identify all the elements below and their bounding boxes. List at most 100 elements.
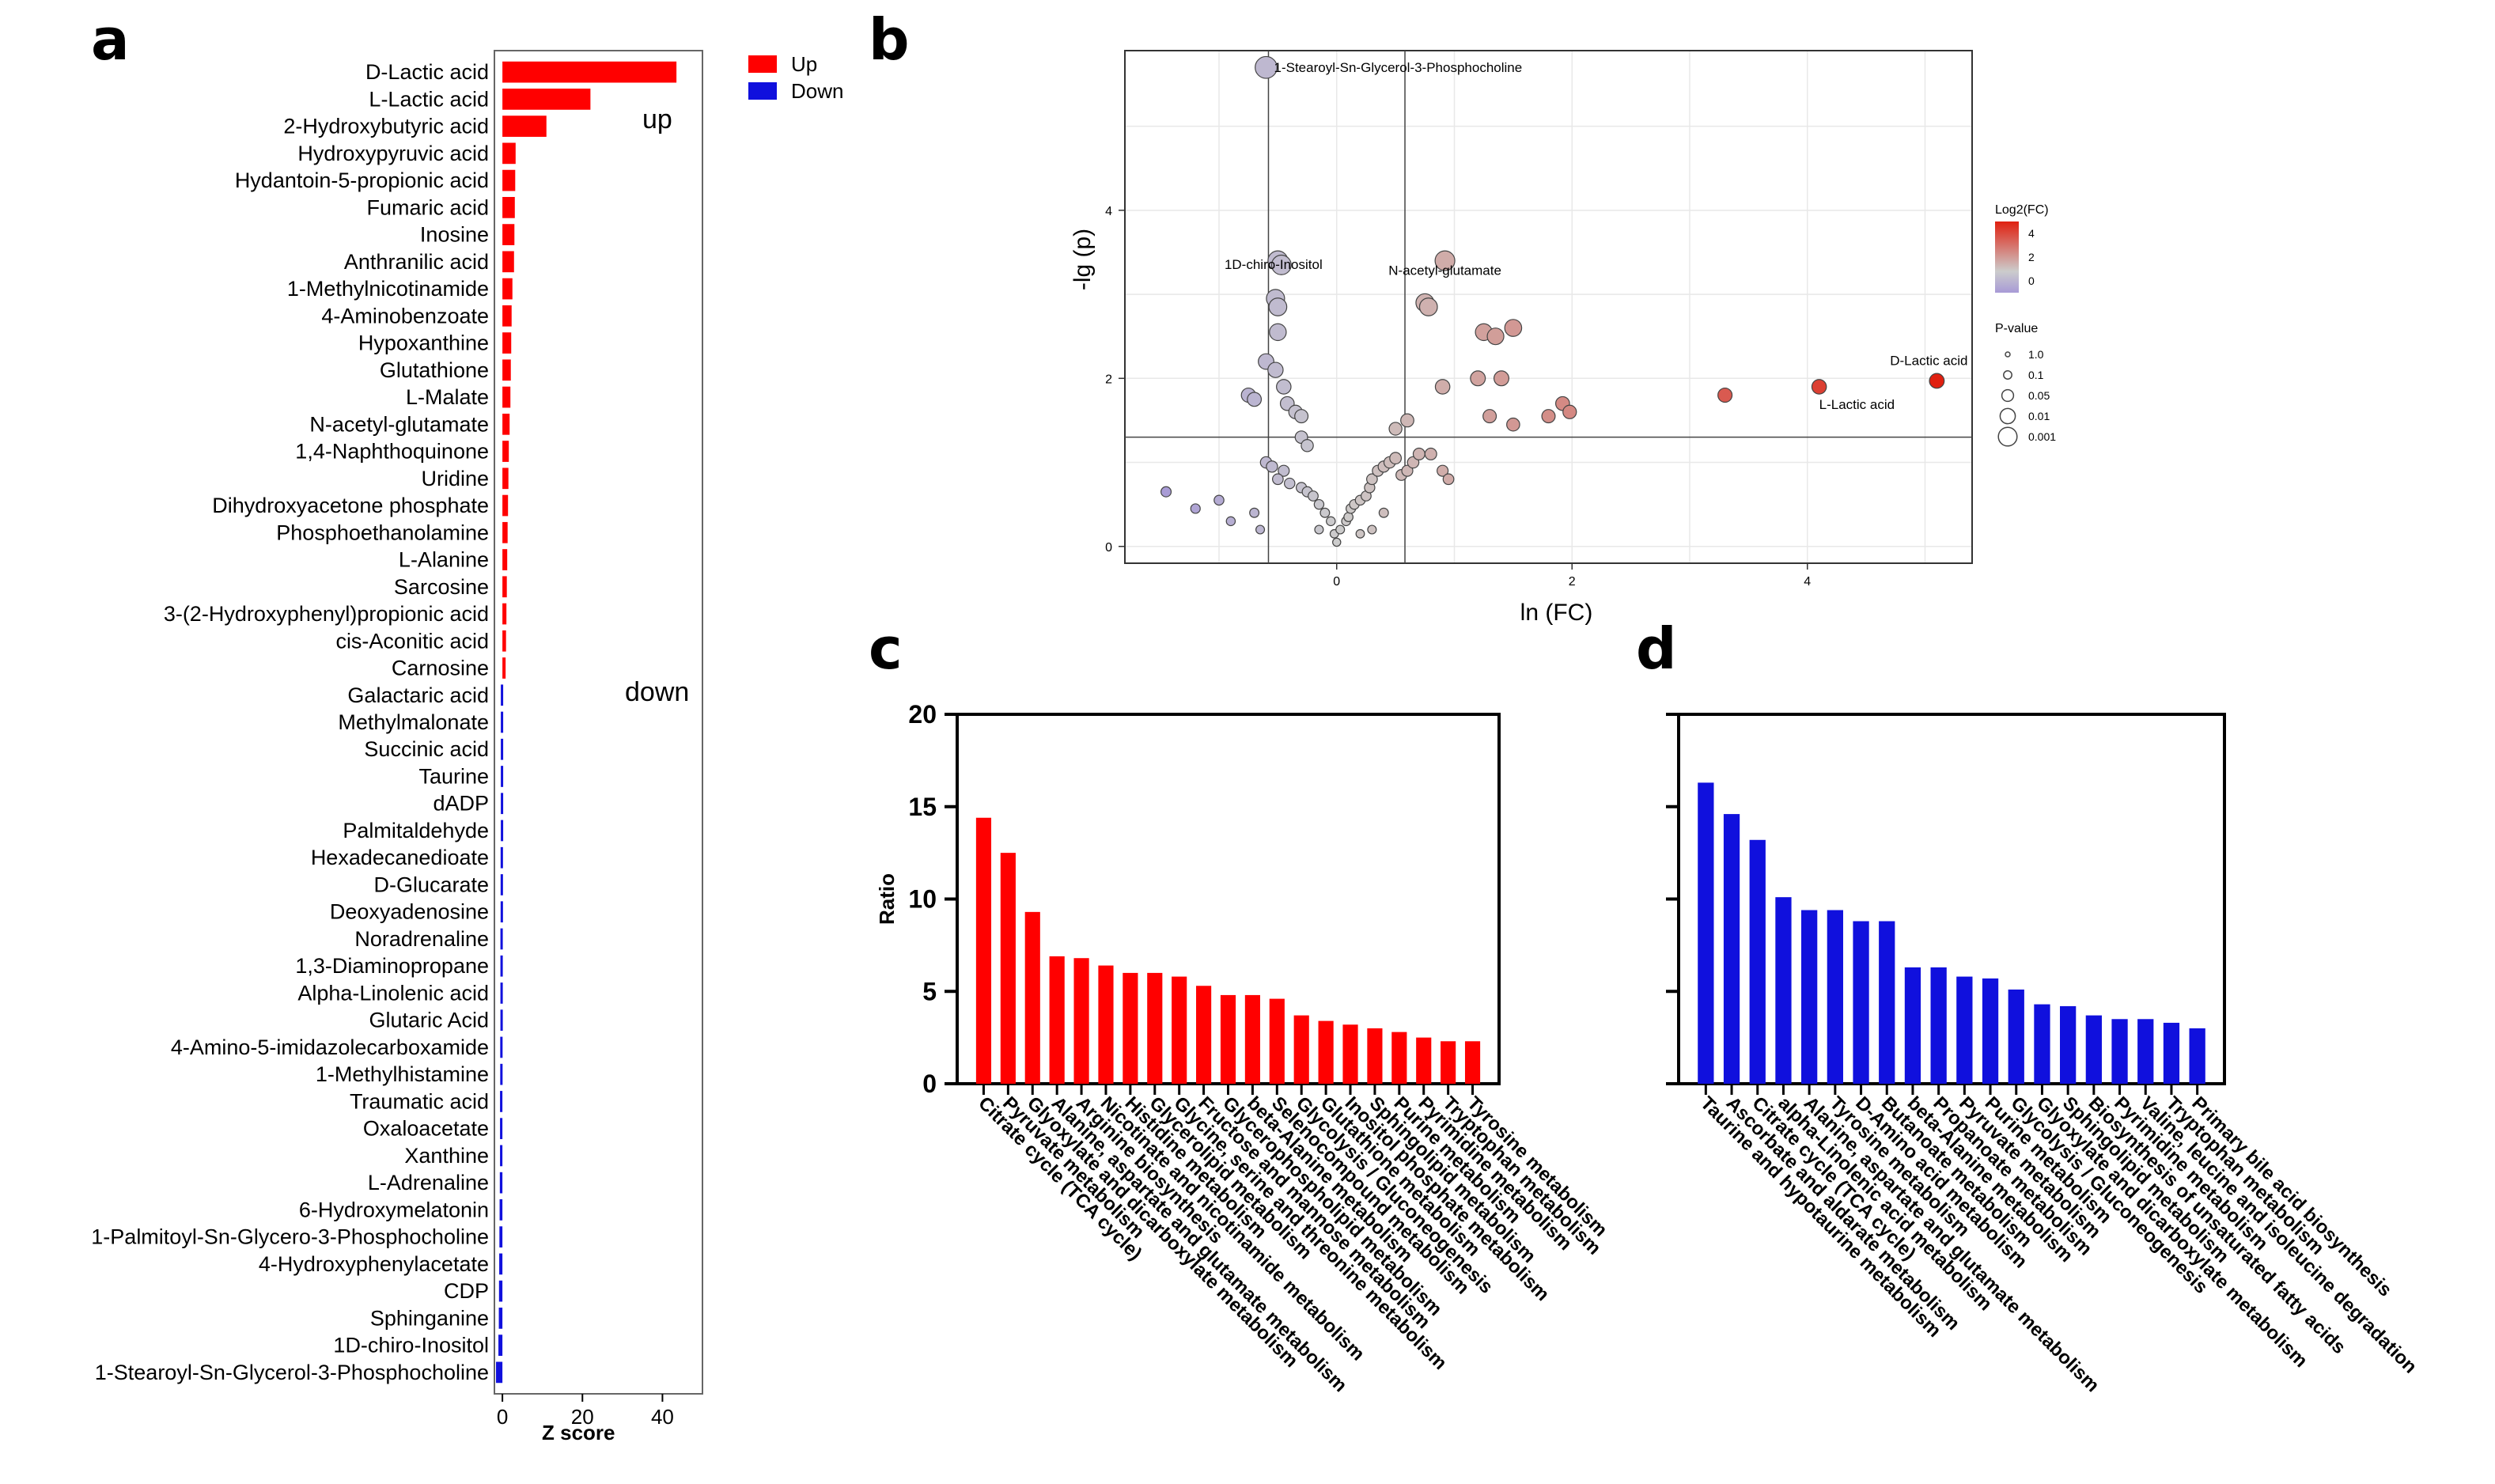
category-label: Alpha-Linolenic acid: [297, 981, 489, 1005]
data-point: [1294, 409, 1309, 424]
bar: [2163, 1022, 2180, 1084]
x-tick-label: 4: [1804, 575, 1811, 589]
category-label: Xanthine: [404, 1144, 489, 1168]
bar: [499, 1172, 503, 1194]
bar: [502, 224, 515, 245]
bar: [502, 494, 509, 517]
data-point: [1160, 486, 1172, 498]
bar: [502, 441, 509, 462]
y-tick-label: 5: [922, 977, 937, 1005]
category-label: Sphinganine: [370, 1306, 489, 1330]
data-point: [1506, 417, 1520, 432]
category-label: dADP: [433, 792, 489, 816]
category-label: Galactaric acid: [347, 683, 489, 707]
bar: [498, 1280, 503, 1302]
bar: [500, 874, 503, 895]
category-label: 2-Hydroxybutyric acid: [283, 115, 489, 138]
bar: [502, 603, 507, 625]
point-label: N-acetyl-glutamate: [1388, 263, 1501, 278]
category-label: L-Lactic acid: [369, 87, 489, 111]
bar: [502, 251, 514, 273]
bar: [501, 820, 504, 842]
data-point: [1255, 55, 1278, 79]
size-legend-circle: [1999, 407, 2016, 425]
data-point: [1378, 507, 1389, 518]
bar: [1441, 1041, 1456, 1084]
color-legend-tick: 4: [2028, 227, 2035, 240]
data-point: [1434, 250, 1456, 271]
category-label: Taurine: [418, 764, 489, 788]
category-label: Uridine: [421, 467, 489, 490]
category-label: Noradrenaline: [354, 927, 489, 951]
bar: [502, 61, 677, 83]
data-point: [1213, 494, 1225, 506]
size-legend-title: P-value: [1995, 322, 2038, 335]
category-label: cis-Aconitic acid: [335, 629, 489, 653]
size-legend-label: 1.0: [2028, 348, 2044, 361]
bar: [1391, 1032, 1407, 1084]
bar: [1073, 958, 1089, 1084]
data-point: [1247, 392, 1263, 407]
bar: [1342, 1024, 1358, 1084]
data-point: [1269, 323, 1287, 342]
category-label: Hydroxypyruvic acid: [297, 142, 489, 165]
bar: [1269, 998, 1285, 1084]
data-point: [1400, 413, 1414, 428]
data-point: [1225, 516, 1236, 527]
category-label: Anthranilic acid: [344, 250, 489, 274]
x-tick-label: 0: [1333, 575, 1340, 589]
bar: [500, 1009, 503, 1032]
bar: [500, 1091, 503, 1112]
category-label: Hexadecanedioate: [311, 846, 489, 869]
bar: [502, 332, 512, 354]
color-legend-title: Log2(FC): [1995, 203, 2049, 217]
size-legend-circle: [2005, 351, 2011, 358]
data-point: [1482, 409, 1497, 424]
annotation-up: up: [642, 104, 672, 134]
category-label: L-Adrenaline: [368, 1171, 489, 1194]
category-label: L-Malate: [406, 385, 489, 409]
bar: [502, 359, 511, 381]
data-point: [1401, 464, 1414, 477]
category-label: Traumatic acid: [350, 1089, 489, 1113]
category-label: 1-Methylhistamine: [316, 1062, 489, 1086]
panel-d-pathway-ratio-chart: Taurine and hypotaurine metabolismAscorb…: [1666, 713, 2421, 1396]
data-point: [1268, 297, 1288, 316]
bar: [499, 1199, 503, 1221]
data-point: [1367, 524, 1377, 535]
category-label: D-Glucarate: [373, 873, 489, 896]
bar: [499, 1253, 503, 1275]
data-point: [1332, 537, 1342, 547]
bar: [2137, 1019, 2154, 1084]
size-legend-label: 0.05: [2028, 389, 2050, 402]
size-legend-circle: [2003, 370, 2012, 380]
x-tick-label: 2: [1569, 575, 1576, 589]
bar: [1879, 921, 1895, 1084]
bar: [498, 1308, 503, 1329]
legend-swatch: [748, 82, 777, 100]
point-label: 1D-chiro-Inositol: [1225, 257, 1323, 272]
bar: [2085, 1015, 2102, 1084]
color-legend-tick: 0: [2028, 274, 2035, 287]
bar: [500, 1145, 503, 1167]
bar: [1930, 967, 1947, 1084]
bar: [502, 142, 516, 165]
category-label: 4-Aminobenzoate: [321, 304, 489, 327]
bar: [1293, 1015, 1309, 1084]
bar: [500, 982, 503, 1004]
point-label: L-Lactic acid: [1819, 397, 1895, 412]
category-label: Palmitaldehyde: [343, 819, 489, 842]
data-point: [1434, 379, 1451, 395]
data-point: [1272, 473, 1284, 486]
bar: [501, 684, 504, 706]
category-label: 4-Hydroxyphenylacetate: [259, 1252, 489, 1276]
category-label: Fumaric acid: [366, 195, 489, 219]
category-label: Carnosine: [392, 657, 489, 680]
bar: [502, 521, 508, 543]
y-axis-title: -lg (p): [1070, 229, 1096, 290]
data-point: [1308, 490, 1319, 502]
data-point: [1343, 512, 1354, 522]
bar: [1318, 1020, 1334, 1084]
